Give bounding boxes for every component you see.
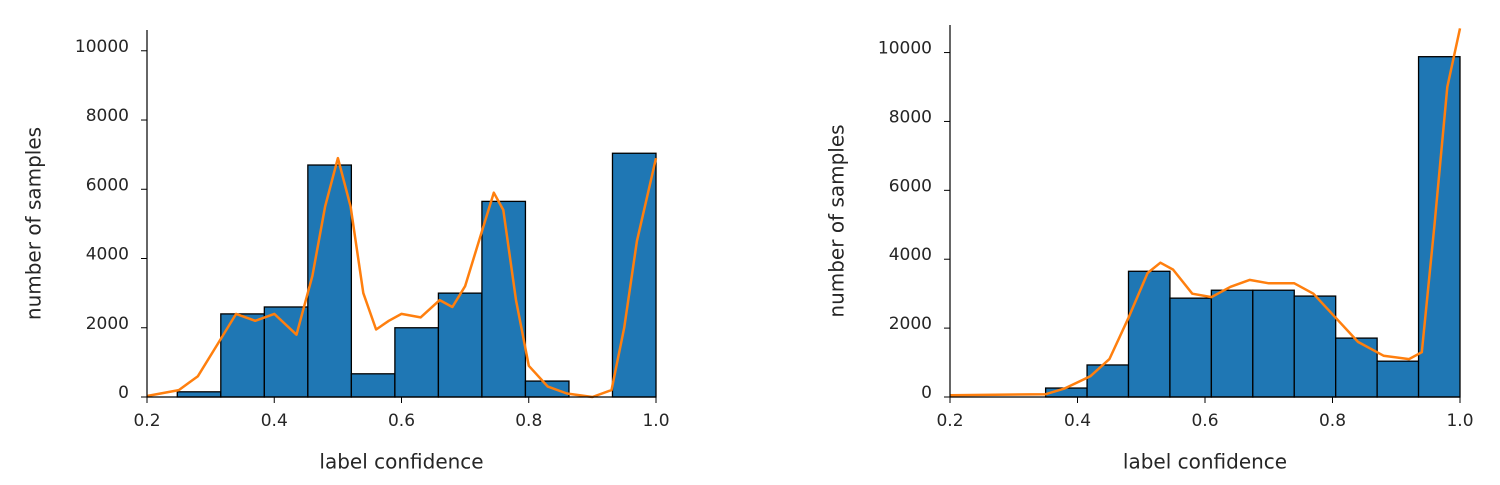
y-tick-label: 10000 [75,37,129,57]
y-tick-label: 0 [921,383,932,403]
bar [1376,360,1420,398]
bar [437,292,483,398]
y-tick-label: 2000 [86,314,129,334]
x-tick-label: 0.4 [261,411,288,431]
x-tick-label: 0.6 [1191,411,1218,431]
bar [1335,337,1378,398]
y-tick-label: 8000 [889,107,932,127]
bar [350,373,396,398]
x-tick-label: 0.2 [133,411,160,431]
y-tick-label: 2000 [889,314,932,334]
x-axis-label: label confidence [319,450,483,474]
bar [1127,270,1171,398]
y-tick-label: 6000 [86,175,129,195]
kde-line [949,28,1462,397]
x-tick-label: 0.4 [1064,411,1091,431]
bar [524,380,570,398]
bar [394,327,440,398]
x-tick-label: 0.8 [515,411,542,431]
bar [1252,289,1295,398]
kde-line [146,156,658,399]
bar [1169,297,1213,398]
y-tick-label: 10000 [878,39,932,59]
bar [176,391,222,398]
x-tick-label: 1.0 [1446,411,1473,431]
bar [307,164,353,398]
y-axis-label: number of samples [22,127,46,320]
bar [1417,56,1461,398]
y-tick-label: 4000 [86,245,129,265]
bar [1086,364,1130,398]
x-tick-label: 0.8 [1319,411,1346,431]
y-axis-label: number of samples [825,124,849,317]
x-tick-label: 1.0 [642,411,669,431]
y-tick-label: 4000 [889,245,932,265]
y-tick-label: 8000 [86,106,129,126]
x-axis-label: label confidence [1123,450,1287,474]
bar [481,200,527,398]
x-tick-label: 0.2 [936,411,963,431]
bar [1293,295,1337,398]
y-tick-label: 0 [118,383,129,403]
y-tick-label: 6000 [889,176,932,196]
bar [1210,289,1254,398]
x-tick-label: 0.6 [388,411,415,431]
